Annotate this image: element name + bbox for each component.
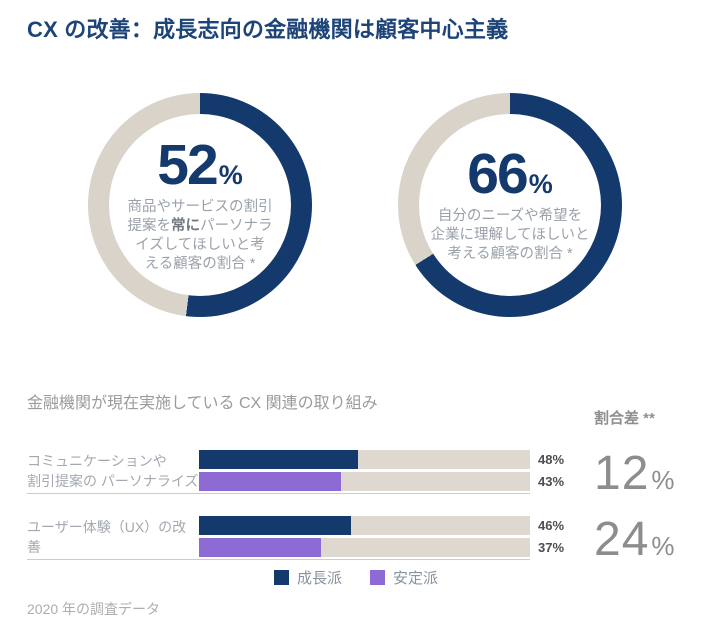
caption-line: 考える顧客の割合 * — [447, 246, 573, 262]
diff-column-heading: 割合差 ** — [594, 410, 655, 427]
legend-swatch-purple — [370, 570, 385, 585]
donut-66-center: 66 % 自分のニーズや希望を 企業に理解してほしいと 考える顧客の割合 * — [419, 114, 601, 296]
donut-66-number: 66 — [467, 142, 528, 206]
bar-value-growth: 46% — [538, 518, 565, 533]
caption-line: 提案を常にパーソナラ — [127, 217, 273, 234]
caption-line: える顧客の割合 * — [144, 255, 256, 272]
bar-tracks — [199, 450, 530, 491]
bar-stability — [199, 472, 342, 491]
diff-value: 24 % — [594, 513, 675, 566]
bar-track-stability — [199, 538, 530, 557]
bar-row-left: コミュニケーションや 割引提案の パーソナライズ — [27, 450, 530, 494]
caption-line: 自分のニーズや希望を — [437, 208, 583, 224]
legend-swatch-navy — [273, 570, 289, 585]
bar-row-label: コミュニケーションや 割引提案の パーソナライズ — [27, 452, 199, 489]
bar-row-label: ユーザー体験（UX）の改善 — [27, 518, 187, 555]
legend-item-growth: 成長派 — [273, 567, 342, 588]
donut-chart-66: 66 % 自分のニーズや希望を 企業に理解してほしいと 考える顧客の割合 * — [398, 93, 622, 317]
chart-legend: 成長派 安定派 — [0, 567, 712, 588]
bar-value-labels: 48% 43% — [538, 450, 580, 491]
bar-row-ux: ユーザー体験（UX）の改善 46% 37% 24 % — [27, 516, 675, 564]
caption-line: 企業に理解してほしいと — [430, 227, 590, 243]
diff-value: 12 % — [594, 447, 675, 500]
page-title: CX の改善：成長志向の金融機関は顧客中心主義 — [27, 17, 509, 42]
donut-52-percent-sign: % — [218, 159, 243, 190]
donut-66-caption: 自分のニーズや希望を 企業に理解してほしいと 考える顧客の割合 * — [421, 207, 599, 264]
caption-line: 商品やサービスの割引 — [127, 198, 273, 215]
donut-66-percent-sign: % — [528, 169, 553, 199]
bar-section-heading: 金融機関が現在実施している CX 関連の取り組み — [27, 395, 378, 412]
bar-track-growth — [199, 516, 530, 535]
donut-52-center: 52 % 商品やサービスの割引 提案を常にパーソナラ イズしてほしいと考 える顧… — [109, 114, 291, 296]
footer-note: 2020 年の調査データ — [27, 601, 161, 617]
donut-66-value: 66 % — [467, 146, 552, 203]
bar-value-stability: 37% — [538, 540, 565, 555]
bar-row-personalization: コミュニケーションや 割引提案の パーソナライズ 48% 43% 12 % — [27, 450, 675, 498]
bar-row-left: ユーザー体験（UX）の改善 — [27, 516, 530, 560]
bar-track-growth — [199, 450, 530, 469]
bar-growth — [199, 516, 352, 535]
bar-value-growth: 48% — [538, 452, 565, 467]
donut-chart-52: 52 % 商品やサービスの割引 提案を常にパーソナラ イズしてほしいと考 える顧… — [88, 93, 312, 317]
legend-item-stability: 安定派 — [370, 567, 438, 588]
bar-stability — [199, 538, 322, 557]
bar-track-stability — [199, 472, 530, 491]
donut-52-value: 52 % — [157, 132, 243, 197]
donut-52-number: 52 — [157, 132, 218, 197]
bar-value-stability: 43% — [538, 474, 565, 489]
bar-value-labels: 46% 37% — [538, 516, 580, 557]
bar-tracks — [199, 516, 530, 557]
donut-52-caption: 商品やサービスの割引 提案を常にパーソナラ イズしてほしいと考 える顧客の割合 … — [111, 198, 289, 274]
bar-growth — [199, 450, 358, 469]
caption-line: イズしてほしいと考 — [135, 236, 265, 253]
